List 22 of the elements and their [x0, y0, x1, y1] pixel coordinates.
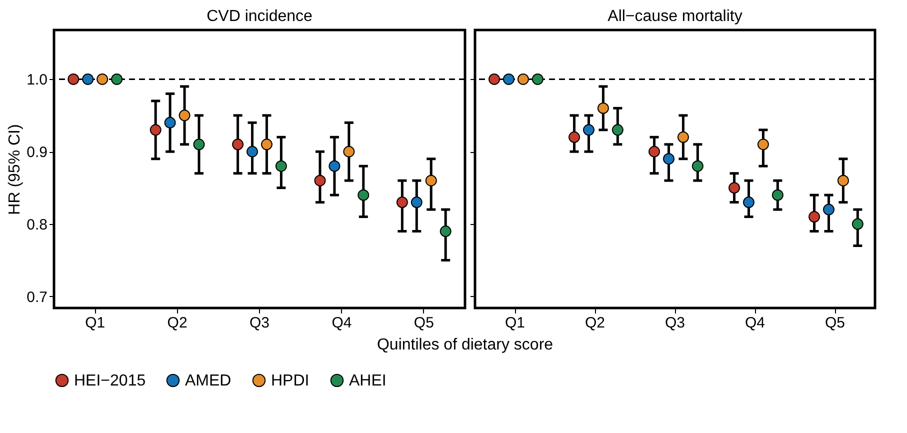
y-tick-label: 0.9 — [26, 144, 48, 162]
legend-label: HPDI — [271, 372, 310, 390]
y-tick-label: 0.8 — [26, 216, 48, 234]
x-tick-label: Q1 — [504, 314, 526, 332]
x-tick-label: Q3 — [249, 314, 270, 332]
y-tick-label: 0.7 — [26, 288, 48, 306]
x-tick-label: Q5 — [414, 314, 434, 332]
legend-label: AHEI — [349, 372, 386, 390]
legend-label: AMED — [185, 372, 232, 390]
x-axis-title: Quintiles of dietary score — [376, 336, 554, 354]
x-tick-label: Q2 — [167, 314, 188, 332]
x-tick-label: Q4 — [332, 314, 352, 332]
y-axis-title: HR (95% CI) — [6, 124, 24, 215]
chart-title: All−cause mortality — [608, 8, 742, 25]
legend-label: HEI−2015 — [74, 372, 146, 390]
x-tick-label: Q1 — [85, 314, 106, 332]
x-tick-label: Q4 — [744, 314, 766, 332]
chart-title: CVD incidence — [206, 8, 313, 25]
x-tick-label: Q5 — [824, 314, 846, 332]
x-tick-label: Q2 — [584, 314, 606, 332]
y-tick-label: 1.0 — [26, 72, 48, 89]
x-tick-label: Q3 — [664, 314, 686, 332]
